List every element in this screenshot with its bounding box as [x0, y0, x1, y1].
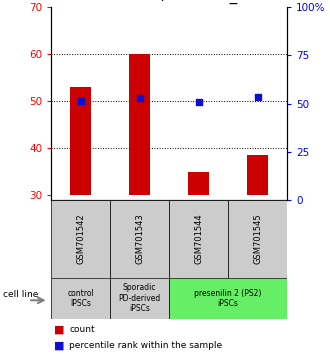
Point	[137, 95, 142, 101]
Bar	[188, 172, 209, 195]
Text: GSM701545: GSM701545	[253, 213, 262, 264]
Bar	[70, 87, 91, 195]
Point	[196, 99, 201, 104]
Bar	[110, 200, 169, 278]
Text: control
IPSCs: control IPSCs	[67, 289, 94, 308]
Title: GDS4141 / 206105_at: GDS4141 / 206105_at	[85, 0, 253, 4]
Text: cell line: cell line	[3, 290, 39, 299]
Text: percentile rank within the sample: percentile rank within the sample	[69, 341, 222, 350]
Bar	[169, 278, 287, 319]
Bar	[247, 155, 268, 195]
Bar	[228, 200, 287, 278]
Bar	[110, 278, 169, 319]
Bar	[51, 200, 110, 278]
Bar	[51, 278, 110, 319]
Text: Sporadic
PD-derived
iPSCs: Sporadic PD-derived iPSCs	[118, 283, 161, 313]
Point	[255, 94, 260, 99]
Text: GSM701543: GSM701543	[135, 213, 144, 264]
Bar	[129, 54, 150, 195]
Text: ■: ■	[54, 340, 65, 350]
Text: ■: ■	[54, 324, 65, 334]
Text: count: count	[69, 325, 95, 335]
Text: GSM701542: GSM701542	[76, 213, 85, 264]
Text: presenilin 2 (PS2)
iPSCs: presenilin 2 (PS2) iPSCs	[194, 289, 262, 308]
Bar	[169, 200, 228, 278]
Point	[78, 98, 83, 103]
Text: GSM701544: GSM701544	[194, 213, 203, 264]
